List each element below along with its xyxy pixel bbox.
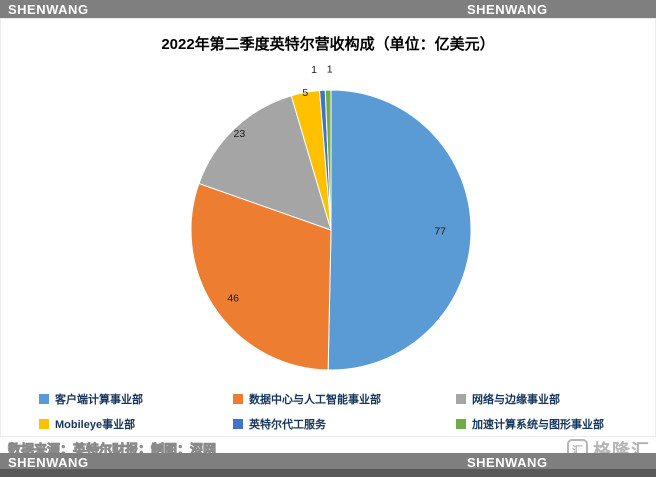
footer-strip [0, 469, 656, 477]
pie-slice [324, 89, 332, 231]
pie-slice [190, 182, 332, 371]
pie-value-label: 5 [302, 87, 308, 99]
legend-label: 网络与边缘事业部 [472, 394, 560, 406]
chart-area: 2022年第二季度英特尔营收构成（单位：亿美元） 77 46 23 5 1 1 客户端计算… [0, 18, 656, 437]
legend-item: 加速计算系统与图形事业部 [456, 416, 604, 432]
legend-swatch [233, 419, 243, 429]
brand-text-left: SHENWANG [8, 2, 89, 17]
legend-item: 数据中心与人工智能事业部 [233, 391, 456, 407]
pie-slice [198, 95, 332, 231]
legend-row-2: Mobileye事业部 英特尔代工服务 加速计算系统与图形事业部 [31, 416, 641, 432]
brand-text-center: SHENWANG [467, 455, 548, 470]
legend-label: 加速计算系统与图形事业部 [472, 419, 604, 431]
legend-row-1: 客户端计算事业部 数据中心与人工智能事业部 网络与边缘事业部 [31, 391, 641, 407]
legend: 客户端计算事业部 数据中心与人工智能事业部 网络与边缘事业部 Mobileye事业部… [31, 391, 641, 432]
brand-text-center: SHENWANG [467, 2, 548, 17]
pie-value-label: 46 [227, 292, 239, 304]
brand-text-left: SHENWANG [8, 455, 89, 470]
legend-label: 客户端计算事业部 [55, 394, 143, 406]
legend-item: Mobileye事业部 [39, 416, 233, 432]
pie-value-label: 1 [311, 64, 317, 76]
legend-label: 英特尔代工服务 [249, 419, 326, 431]
pie-value-label: 23 [234, 128, 246, 140]
pie-value-label: 1 [327, 64, 333, 76]
legend-item: 英特尔代工服务 [233, 416, 456, 432]
legend-swatch [233, 394, 243, 404]
legend-swatch [39, 394, 49, 404]
legend-item: 网络与边缘事业部 [456, 391, 560, 407]
legend-swatch [39, 419, 49, 429]
pie-value-label: 77 [434, 226, 446, 238]
legend-label: 数据中心与人工智能事业部 [249, 394, 381, 406]
legend-item: 客户端计算事业部 [39, 391, 233, 407]
top-banner: SHENWANG SHENWANG [0, 0, 656, 18]
legend-label: Mobileye事业部 [55, 419, 136, 431]
chart-title: 2022年第二季度英特尔营收构成（单位：亿美元） [161, 36, 495, 53]
bottom-banner: SHENWANG SHENWANG [0, 453, 656, 470]
legend-swatch [456, 394, 466, 404]
legend-swatch [456, 419, 466, 429]
pie-slice [327, 89, 472, 371]
